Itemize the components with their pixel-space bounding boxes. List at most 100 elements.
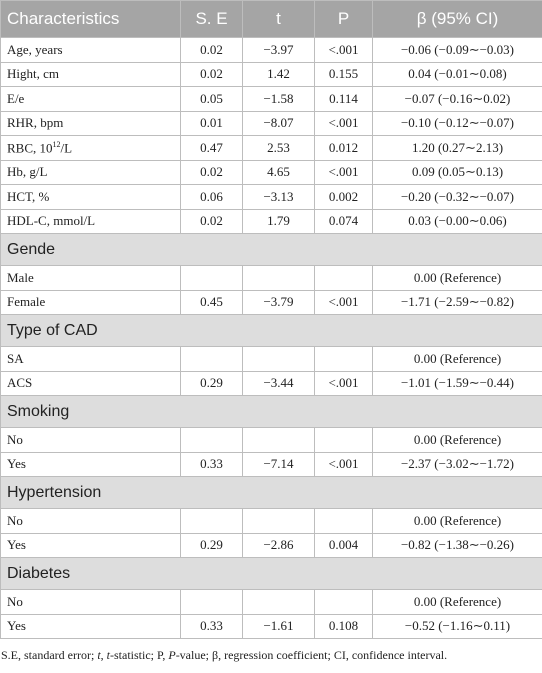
label-text: Female <box>7 294 46 310</box>
cell-value: 0.33 <box>200 456 223 472</box>
cell: −2.37 (−3.02∼−1.72) <box>372 451 542 477</box>
label-text: /L <box>60 139 73 155</box>
cell-value: 0.03 (−0.00∼0.06) <box>408 213 507 229</box>
cell: 0.02 <box>180 61 243 87</box>
footnote-text: S.E, standard error; <box>1 648 98 662</box>
cell-value: <.001 <box>328 456 359 472</box>
cell <box>314 589 373 615</box>
cell: 0.00 (Reference) <box>372 265 542 291</box>
cell: 1.42 <box>242 61 315 87</box>
cell <box>314 265 373 291</box>
cell: 0.002 <box>314 184 373 210</box>
footnote-text: t <box>97 648 101 662</box>
cell: 0.29 <box>180 532 243 558</box>
row-label: HCT, % <box>0 184 181 210</box>
row-label: ACS <box>0 370 181 396</box>
cell <box>242 427 315 453</box>
data-row: Yes 0.33 −7.14 <.001 −2.37 (−3.02∼−1.72) <box>0 451 542 477</box>
cell-value: 0.00 (Reference) <box>413 269 502 285</box>
cell: −1.01 (−1.59∼−0.44) <box>372 370 542 396</box>
section-label: Smoking <box>0 395 542 428</box>
cell-value: 0.02 <box>200 41 223 57</box>
cell-value: 0.01 <box>200 115 223 131</box>
cell-value: 0.06 <box>200 188 223 204</box>
section-row: Smoking <box>0 395 542 428</box>
cell: 0.01 <box>180 110 243 136</box>
label-text: Yes <box>7 537 26 553</box>
cell-value: −0.20 (−0.32∼−0.07) <box>400 188 515 204</box>
cell-value: −3.79 <box>263 294 294 310</box>
footnote-text: -value; β, regression coefficient; CI, c… <box>175 648 448 662</box>
cell: <.001 <box>314 451 373 477</box>
cell-value: −3.13 <box>263 188 294 204</box>
cell <box>180 427 243 453</box>
cell: 0.004 <box>314 532 373 558</box>
cell: 0.29 <box>180 370 243 396</box>
table-body: Age, years 0.02 −3.97 <.001 −0.06 (−0.09∼−0.… <box>0 37 542 639</box>
label-text: No <box>7 593 23 609</box>
cell <box>180 346 243 372</box>
row-label: Male <box>0 265 181 291</box>
row-label: No <box>0 508 181 534</box>
cell: −3.97 <box>242 37 315 63</box>
cell-value: −0.10 (−0.12∼−0.07) <box>400 115 515 131</box>
data-row: Hight, cm 0.02 1.42 0.155 0.04 (−0.01∼0.08) <box>0 61 542 87</box>
cell: −3.79 <box>242 289 315 315</box>
section-row: Gende <box>0 233 542 266</box>
cell-value: 0.00 (Reference) <box>413 512 502 528</box>
data-row: RHR, bpm 0.01 −8.07 <.001 −0.10 (−0.12∼−0.07… <box>0 110 542 136</box>
label-superscript: 12 <box>52 139 61 149</box>
row-label: HDL-C, mmol/L <box>0 208 181 234</box>
cell: 2.53 <box>242 135 315 161</box>
cell-value: 1.20 (0.27∼2.13) <box>411 139 504 155</box>
cell: −0.10 (−0.12∼−0.07) <box>372 110 542 136</box>
data-row: HCT, % 0.06 −3.13 0.002 −0.20 (−0.32∼−0.07) <box>0 184 542 210</box>
cell-value: −1.58 <box>263 90 294 106</box>
label-text: E/e <box>7 90 25 106</box>
cell-value: 0.155 <box>328 66 359 82</box>
label-text: No <box>7 431 23 447</box>
data-row: ACS 0.29 −3.44 <.001 −1.01 (−1.59∼−0.44) <box>0 370 542 396</box>
cell-value: 0.002 <box>328 188 359 204</box>
row-label: Yes <box>0 532 181 558</box>
cell: 0.06 <box>180 184 243 210</box>
data-row: Female 0.45 −3.79 <.001 −1.71 (−2.59∼−0.82) <box>0 289 542 315</box>
section-label: Hypertension <box>0 476 542 509</box>
data-row: Yes 0.29 −2.86 0.004 −0.82 (−1.38∼−0.26) <box>0 532 542 558</box>
cell: 0.47 <box>180 135 243 161</box>
cell: 0.33 <box>180 613 243 639</box>
cell-value: 0.45 <box>200 294 223 310</box>
cell-value: 2.53 <box>267 139 290 155</box>
cell: −0.52 (−1.16∼0.11) <box>372 613 542 639</box>
cell: 0.05 <box>180 86 243 112</box>
cell: 0.074 <box>314 208 373 234</box>
cell: 0.45 <box>180 289 243 315</box>
label-text: RBC, 10 <box>7 139 53 155</box>
data-row: E/e 0.05 −1.58 0.114 −0.07 (−0.16∼0.02) <box>0 86 542 112</box>
cell <box>314 508 373 534</box>
cell-value: 0.47 <box>200 139 223 155</box>
cell-value: 0.00 (Reference) <box>413 350 502 366</box>
cell: −0.82 (−1.38∼−0.26) <box>372 532 542 558</box>
cell: −2.86 <box>242 532 315 558</box>
cell <box>180 508 243 534</box>
cell-value: −0.52 (−1.16∼0.11) <box>404 618 511 634</box>
row-label: No <box>0 427 181 453</box>
cell: 0.02 <box>180 159 243 185</box>
cell-value: −8.07 <box>263 115 294 131</box>
cell <box>180 589 243 615</box>
cell-value: 0.29 <box>200 537 223 553</box>
cell-value: 0.02 <box>200 164 223 180</box>
cell-value: −7.14 <box>263 456 294 472</box>
data-row: RBC, 1012/L 0.47 2.53 0.012 1.20 (0.27∼2.13) <box>0 135 542 161</box>
cell: <.001 <box>314 37 373 63</box>
cell-value: 0.05 <box>200 90 223 106</box>
cell-value: <.001 <box>328 375 359 391</box>
header-cell: Characteristics <box>0 0 181 38</box>
cell-value: −0.07 (−0.16∼0.02) <box>404 90 511 106</box>
label-text: No <box>7 512 23 528</box>
label-text: Yes <box>7 456 26 472</box>
cell: −1.71 (−2.59∼−0.82) <box>372 289 542 315</box>
data-row: No 0.00 (Reference) <box>0 508 542 534</box>
